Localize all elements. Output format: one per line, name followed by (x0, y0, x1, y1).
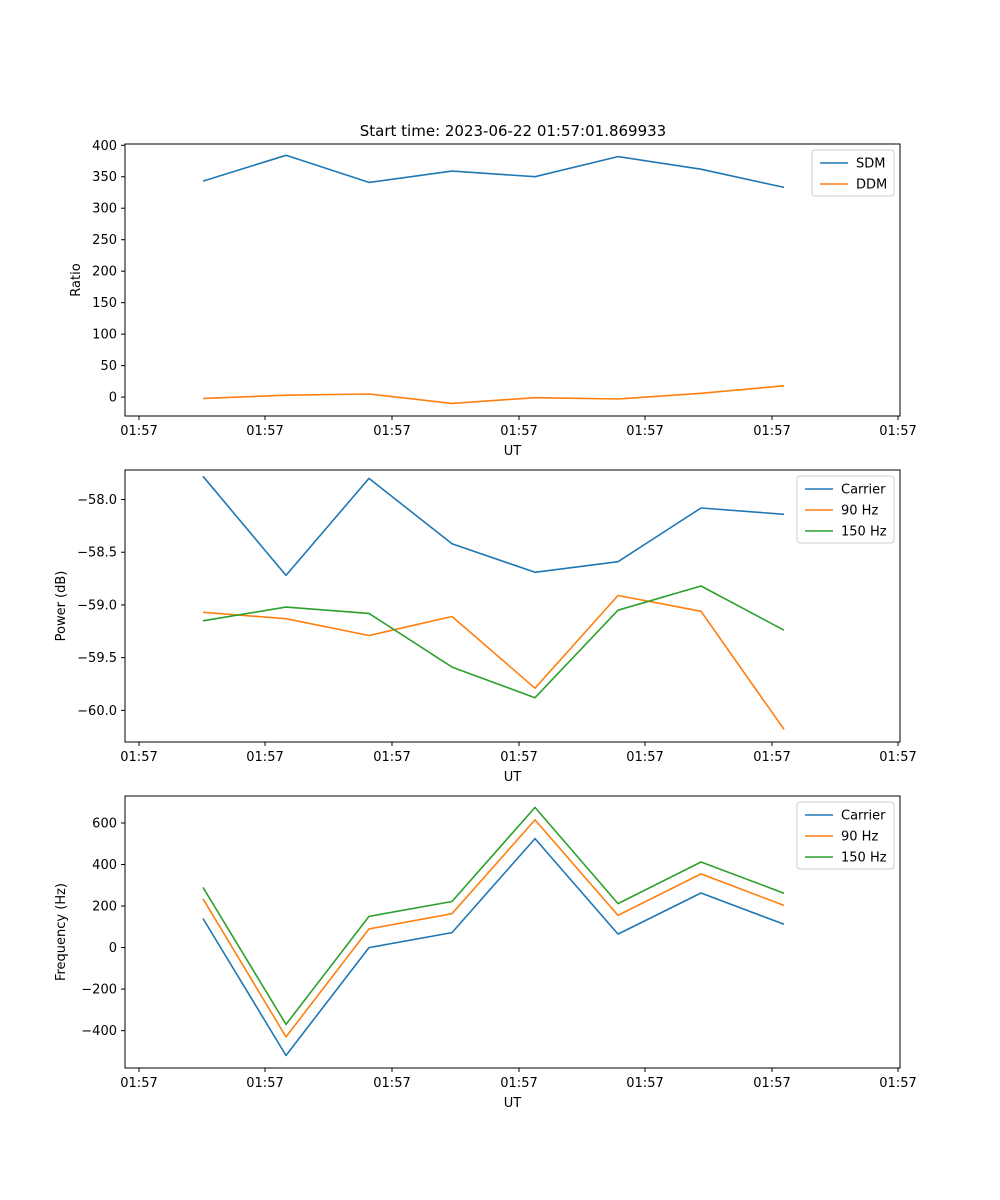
legend-label: Carrier (841, 483, 886, 498)
y-tick-label: 300 (92, 202, 117, 217)
series-line-0 (202, 475, 785, 577)
y-tick-label: 350 (92, 170, 117, 185)
y-tick-label: 400 (92, 139, 117, 154)
series-line-0 (202, 154, 785, 189)
legend: Carrier 90 Hz 150 Hz (796, 801, 895, 870)
y-tick-label: 200 (92, 265, 117, 280)
series-line-1 (202, 594, 785, 730)
y-tick-label: −59.0 (77, 598, 117, 613)
x-tick-label: 01:57 (373, 1076, 410, 1091)
x-tick-label: 01:57 (120, 750, 157, 765)
y-tick-label: 150 (92, 296, 117, 311)
x-tick-label: 01:57 (120, 424, 157, 439)
legend-label: DDM (856, 178, 887, 193)
series-line-0 (202, 837, 785, 1057)
axes-frame (124, 469, 901, 743)
series-line-1 (202, 819, 785, 1038)
legend-label: 90 Hz (841, 504, 878, 519)
x-tick-label: 01:57 (879, 1076, 916, 1091)
x-axis-label: UT (504, 1096, 522, 1111)
legend-box (796, 475, 895, 544)
legend: SDM DDM (811, 149, 895, 197)
x-tick-label: 01:57 (246, 750, 283, 765)
legend: Carrier 90 Hz 150 Hz (796, 475, 895, 544)
series-line-1 (202, 385, 785, 405)
legend-box (796, 801, 895, 870)
y-tick-label: 250 (92, 233, 117, 248)
x-tick-label: 01:57 (246, 1076, 283, 1091)
x-tick-label: 01:57 (753, 424, 790, 439)
y-tick-label: −400 (81, 1024, 117, 1039)
power-chart: 01:57 01:57 01:57 01:57 01:57 01:57 01:57 −60.0… (54, 469, 917, 785)
y-axis-label: Ratio (69, 263, 84, 296)
x-tick-label: 01:57 (626, 750, 663, 765)
y-tick-label: −200 (81, 983, 117, 998)
x-axis-label: UT (504, 444, 522, 459)
y-tick-label: −58.5 (77, 546, 117, 561)
frequency-chart: 01:57 01:57 01:57 01:57 01:57 01:57 01:57 −400 −… (54, 795, 917, 1111)
y-tick-label: −59.5 (77, 651, 117, 666)
y-tick-label: 0 (109, 941, 117, 956)
legend-label: Carrier (841, 809, 886, 824)
x-tick-label: 01:57 (753, 1076, 790, 1091)
x-tick-label: 01:57 (373, 750, 410, 765)
x-tick-label: 01:57 (120, 1076, 157, 1091)
y-axis-label: Power (dB) (54, 571, 69, 642)
y-tick-label: 200 (92, 900, 117, 915)
axes-frame (124, 795, 901, 1069)
x-tick-label: 01:57 (879, 424, 916, 439)
legend-label: 150 Hz (841, 851, 887, 866)
x-tick-label: 01:57 (246, 424, 283, 439)
legend-label: 90 Hz (841, 830, 878, 845)
series-line-2 (202, 806, 785, 1026)
y-tick-label: 400 (92, 858, 117, 873)
figure-title: Start time: 2023-06-22 01:57:01.869933 (360, 122, 666, 140)
series-line-2 (202, 585, 785, 699)
legend-label: 150 Hz (841, 525, 887, 540)
y-axis-label: Frequency (Hz) (54, 883, 69, 981)
x-tick-label: 01:57 (626, 424, 663, 439)
y-tick-label: 0 (109, 391, 117, 406)
x-tick-label: 01:57 (753, 750, 790, 765)
x-axis-label: UT (504, 770, 522, 785)
y-tick-label: 100 (92, 328, 117, 343)
legend-label: SDM (856, 157, 885, 172)
x-tick-label: 01:57 (879, 750, 916, 765)
y-tick-label: 600 (92, 816, 117, 831)
y-tick-label: 50 (100, 359, 117, 374)
axes-frame (124, 143, 901, 417)
y-tick-label: −60.0 (77, 704, 117, 719)
x-tick-label: 01:57 (626, 1076, 663, 1091)
x-tick-label: 01:57 (500, 424, 537, 439)
y-tick-label: −58.0 (77, 493, 117, 508)
x-tick-label: 01:57 (500, 1076, 537, 1091)
x-tick-label: 01:57 (373, 424, 410, 439)
ratio-chart: 01:57 01:57 01:57 01:57 01:57 01:57 01:57 0 50 10… (69, 139, 917, 459)
x-tick-label: 01:57 (500, 750, 537, 765)
